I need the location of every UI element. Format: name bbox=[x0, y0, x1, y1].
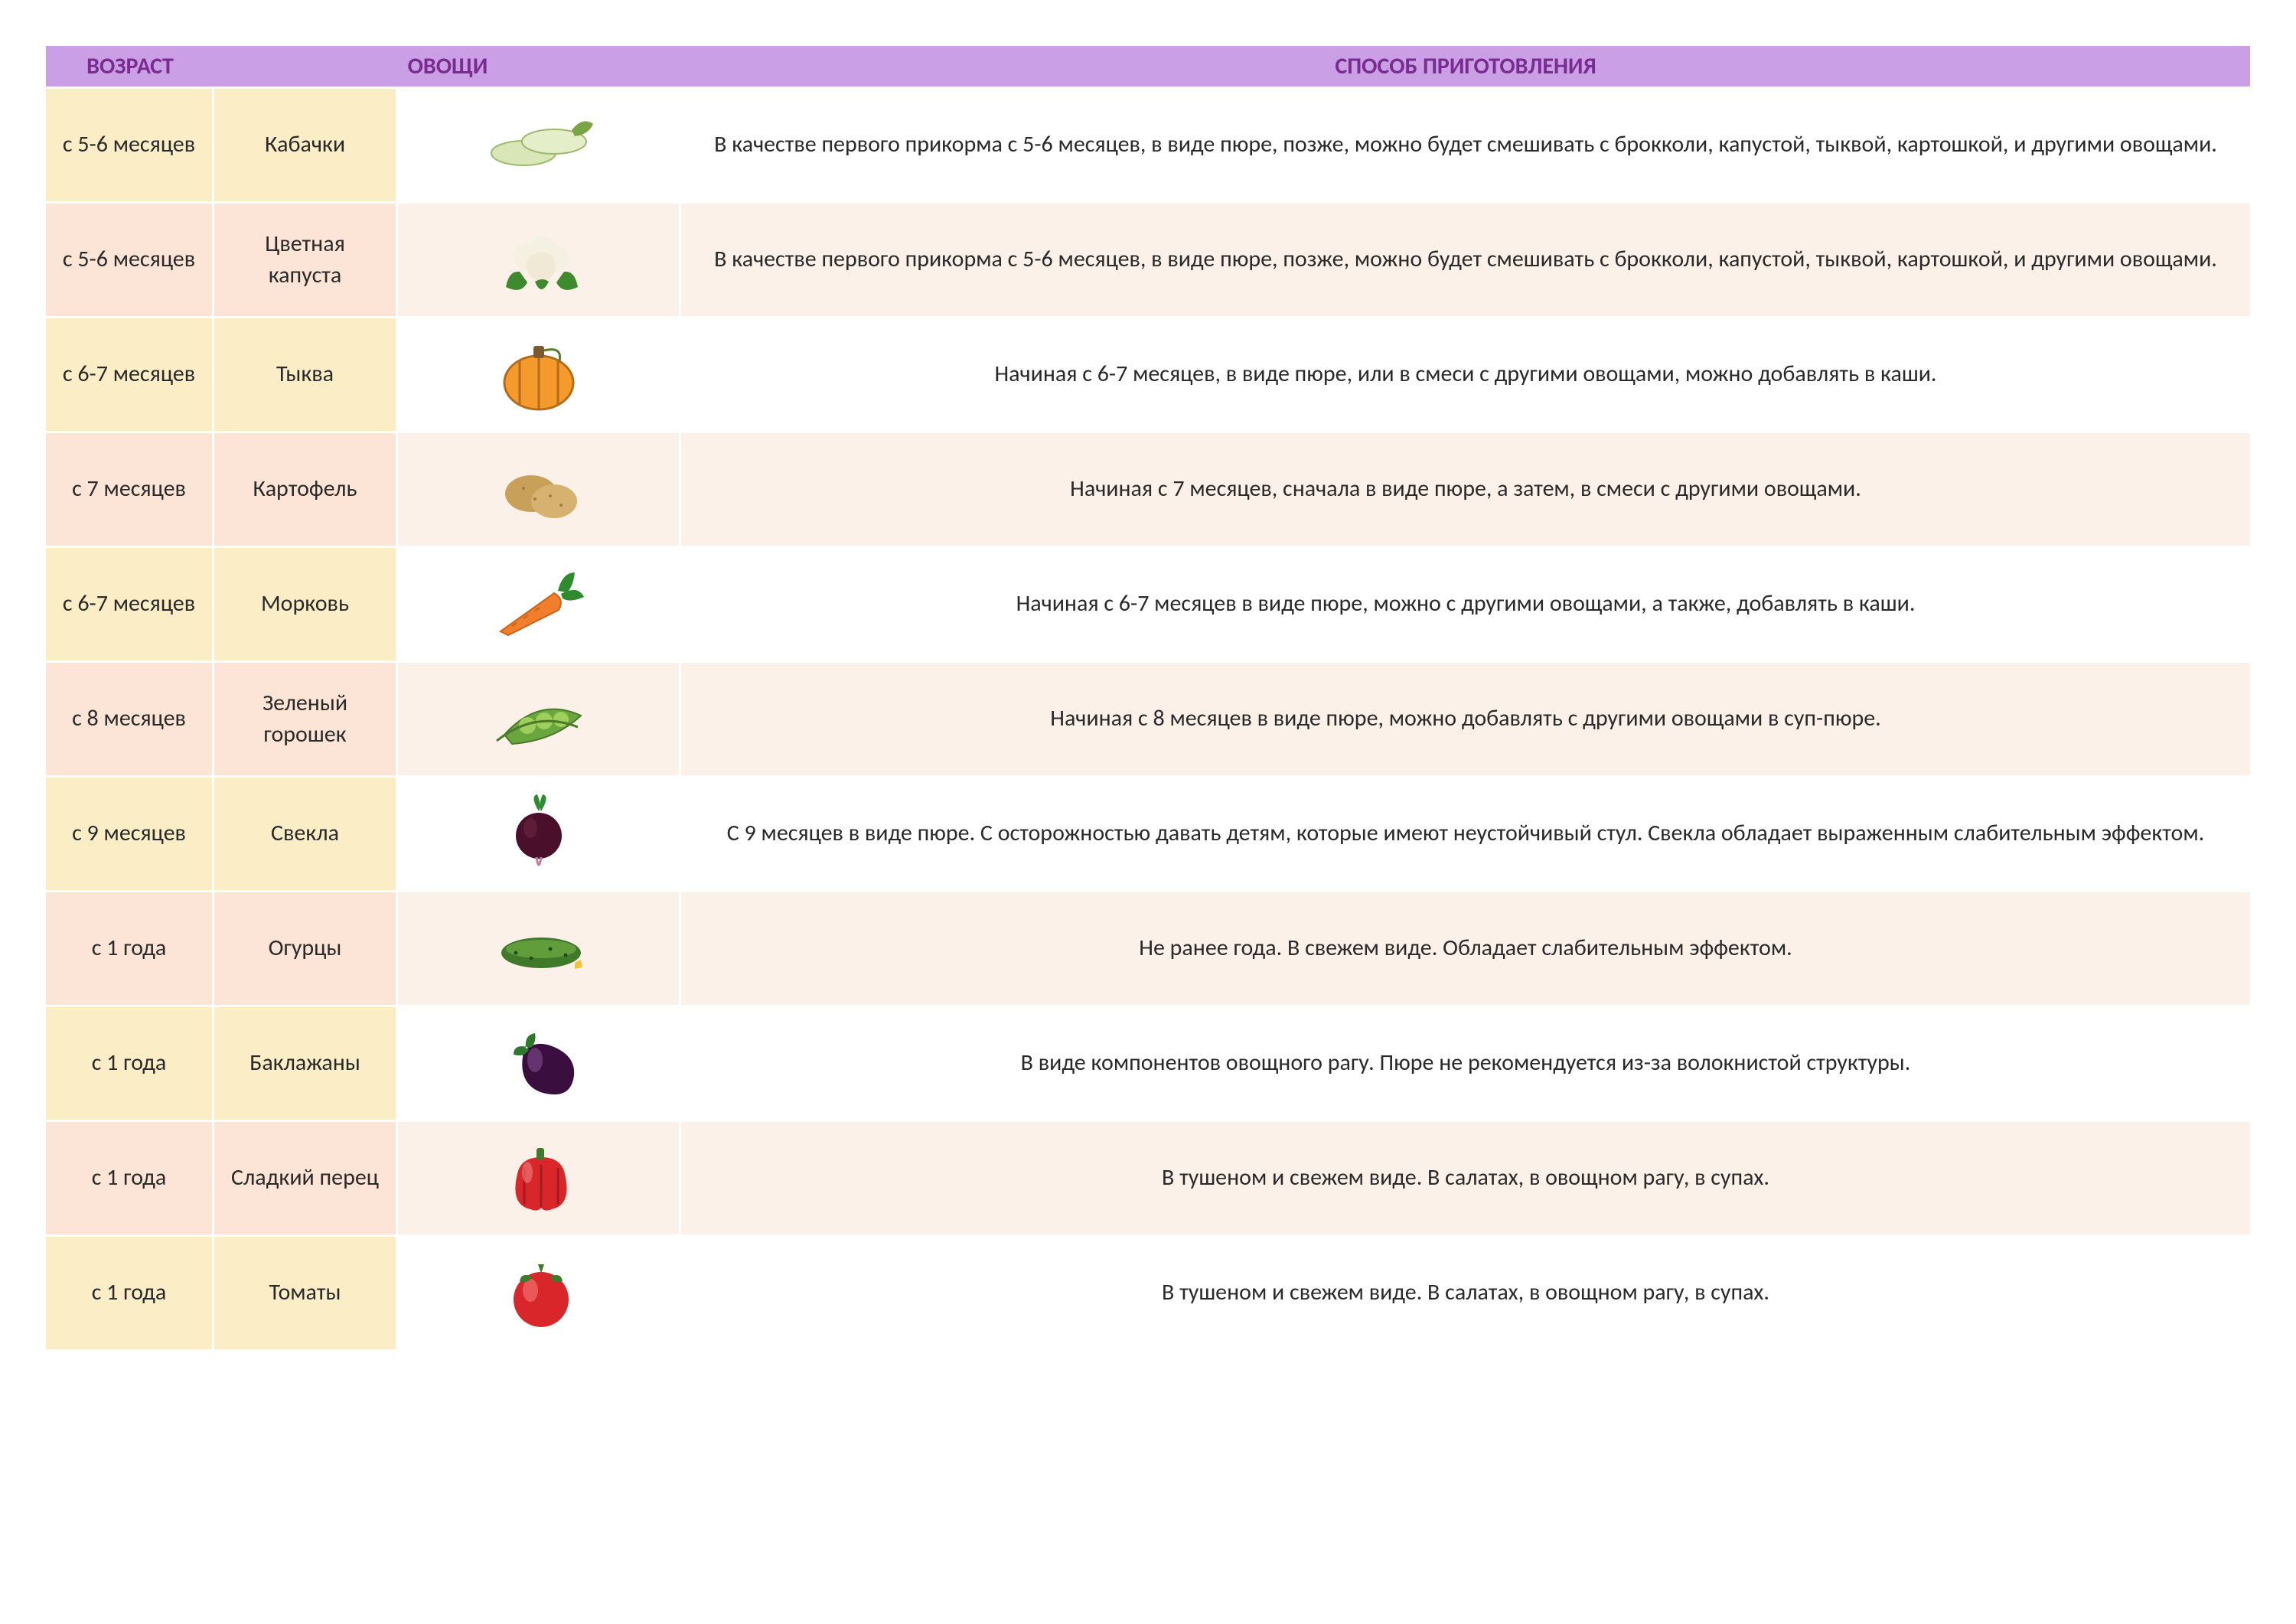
preparation-cell: Начиная с 6-7 месяцев в виде пюре, можно… bbox=[681, 548, 2250, 663]
pumpkin-icon bbox=[481, 329, 596, 421]
vegetable-feeding-table: ВОЗРАСТ ОВОЩИ СПОСОБ ПРИГОТОВЛЕНИЯ с 5-6… bbox=[46, 46, 2250, 1352]
vegetable-name-cell: Кабачки bbox=[214, 89, 398, 204]
peas-icon bbox=[481, 673, 596, 765]
vegetable-name-cell: Свекла bbox=[214, 778, 398, 892]
preparation-cell: В качестве первого прикорма с 5-6 месяце… bbox=[681, 204, 2250, 318]
beet-icon bbox=[481, 788, 596, 880]
age-cell: с 7 месяцев bbox=[46, 433, 214, 548]
age-cell: с 6-7 месяцев bbox=[46, 548, 214, 663]
header-vegetable: ОВОЩИ bbox=[214, 46, 681, 89]
age-cell: с 1 года bbox=[46, 1237, 214, 1352]
age-cell: с 5-6 месяцев bbox=[46, 204, 214, 318]
vegetable-name-cell: Огурцы bbox=[214, 892, 398, 1007]
vegetable-image-cell bbox=[398, 1237, 681, 1352]
vegetable-image-cell bbox=[398, 663, 681, 778]
vegetable-image-cell bbox=[398, 1007, 681, 1122]
age-cell: с 8 месяцев bbox=[46, 663, 214, 778]
preparation-cell: В тушеном и свежем виде. В салатах, в ов… bbox=[681, 1237, 2250, 1352]
vegetable-image-cell bbox=[398, 1122, 681, 1237]
cucumber-icon bbox=[481, 903, 596, 995]
vegetable-name-cell: Картофель bbox=[214, 433, 398, 548]
carrot-icon bbox=[481, 559, 596, 651]
vegetable-name-cell: Сладкий перец bbox=[214, 1122, 398, 1237]
preparation-cell: В тушеном и свежем виде. В салатах, в ов… bbox=[681, 1122, 2250, 1237]
vegetable-name-cell: Баклажаны bbox=[214, 1007, 398, 1122]
zucchini-icon bbox=[481, 99, 596, 191]
vegetable-name-cell: Цветная капуста bbox=[214, 204, 398, 318]
bellpepper-icon bbox=[481, 1133, 596, 1225]
vegetable-image-cell bbox=[398, 892, 681, 1007]
header-age: ВОЗРАСТ bbox=[46, 46, 214, 89]
header-preparation: СПОСОБ ПРИГОТОВЛЕНИЯ bbox=[681, 46, 2250, 89]
vegetable-image-cell bbox=[398, 433, 681, 548]
vegetable-image-cell bbox=[398, 318, 681, 433]
age-cell: с 6-7 месяцев bbox=[46, 318, 214, 433]
eggplant-icon bbox=[481, 1018, 596, 1110]
potato-icon bbox=[481, 444, 596, 536]
cauliflower-icon bbox=[481, 214, 596, 306]
preparation-cell: Начиная с 7 месяцев, сначала в виде пюре… bbox=[681, 433, 2250, 548]
tomato-icon bbox=[481, 1247, 596, 1339]
preparation-cell: В качестве первого прикорма с 5-6 месяце… bbox=[681, 89, 2250, 204]
age-cell: с 9 месяцев bbox=[46, 778, 214, 892]
age-cell: с 1 года bbox=[46, 1007, 214, 1122]
vegetable-name-cell: Томаты bbox=[214, 1237, 398, 1352]
preparation-cell: Начиная с 8 месяцев в виде пюре, можно д… bbox=[681, 663, 2250, 778]
preparation-cell: В виде компонентов овощного рагу. Пюре н… bbox=[681, 1007, 2250, 1122]
vegetable-image-cell bbox=[398, 778, 681, 892]
preparation-cell: Начиная с 6-7 месяцев, в виде пюре, или … bbox=[681, 318, 2250, 433]
vegetable-name-cell: Зеленый горошек bbox=[214, 663, 398, 778]
age-cell: с 1 года bbox=[46, 892, 214, 1007]
vegetable-name-cell: Морковь bbox=[214, 548, 398, 663]
vegetable-name-cell: Тыква bbox=[214, 318, 398, 433]
age-cell: с 5-6 месяцев bbox=[46, 89, 214, 204]
preparation-cell: Не ранее года. В свежем виде. Обладает с… bbox=[681, 892, 2250, 1007]
vegetable-image-cell bbox=[398, 548, 681, 663]
vegetable-image-cell bbox=[398, 204, 681, 318]
preparation-cell: С 9 месяцев в виде пюре. С осторожностью… bbox=[681, 778, 2250, 892]
vegetable-image-cell bbox=[398, 89, 681, 204]
age-cell: с 1 года bbox=[46, 1122, 214, 1237]
